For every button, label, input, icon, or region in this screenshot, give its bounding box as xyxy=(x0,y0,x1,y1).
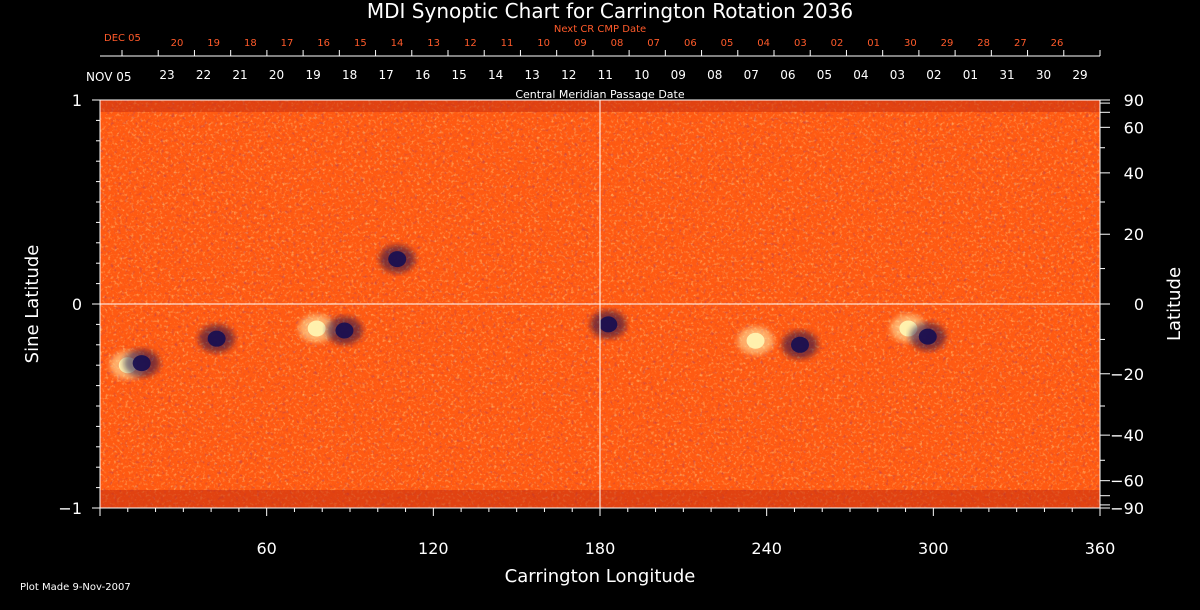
cmp-date-label: 15 xyxy=(452,68,467,82)
y-right-tick-label: −60 xyxy=(1110,472,1144,491)
next-cr-ticks: 20 19 18 17 16 15 14 13 12 11 10 09 08 07 06 05 04 03 02 01… xyxy=(121,38,1101,56)
y-right-tick-label: 0 xyxy=(1134,295,1144,314)
next-cr-date-label: 09 xyxy=(574,38,587,49)
next-cr-date-label: 30 xyxy=(904,38,917,49)
cmp-date-label: 03 xyxy=(890,68,905,82)
next-cr-date-label: 11 xyxy=(501,38,514,49)
negative-region-core xyxy=(132,355,151,372)
next-cr-date-label: 12 xyxy=(464,38,477,49)
next-cr-date-label: 14 xyxy=(391,38,404,49)
next-cr-date-label: 27 xyxy=(1014,38,1027,49)
next-cr-date-label: 16 xyxy=(317,38,330,49)
cmp-date-label: 21 xyxy=(232,68,247,82)
cmp-date-label: 22 xyxy=(196,68,211,82)
y-left-tick-label: 0 xyxy=(72,295,82,314)
negative-region-core xyxy=(791,336,809,353)
next-cr-date-label: 02 xyxy=(831,38,844,49)
x-tick-label: 360 xyxy=(1085,539,1116,558)
y-right-tick-label: 90 xyxy=(1124,91,1144,110)
cmp-date-label: 23 xyxy=(159,68,174,82)
y-right-tick-label: −40 xyxy=(1110,426,1144,445)
cmp-date-label: 13 xyxy=(525,68,540,82)
next-cr-date-label: 18 xyxy=(244,38,257,49)
negative-region-core xyxy=(388,251,407,268)
y-right-tick-label: −20 xyxy=(1110,365,1144,384)
next-cr-date-label: 08 xyxy=(611,38,624,49)
next-cr-date-label: 17 xyxy=(281,38,294,49)
cmp-date-label: 17 xyxy=(378,68,393,82)
next-cr-date-label: 19 xyxy=(207,38,220,49)
next-cr-date-label: 15 xyxy=(354,38,367,49)
x-tick-label: 240 xyxy=(751,539,782,558)
next-cr-date-label: 13 xyxy=(427,38,440,49)
cmp-date-label: 02 xyxy=(926,68,941,82)
negative-region-core xyxy=(335,322,354,339)
cmp-date-label: 18 xyxy=(342,68,357,82)
negative-region-core xyxy=(207,330,226,347)
x-axis: 60 120 180 240 300 360 xyxy=(99,508,1116,558)
next-cr-date-label: 04 xyxy=(757,38,770,49)
next-cr-date-label: 01 xyxy=(867,38,880,49)
next-cr-date-label: 26 xyxy=(1051,38,1064,49)
cmp-date-label: 04 xyxy=(853,68,868,82)
next-cr-axis-label: Next CR CMP Date xyxy=(554,24,646,35)
cmp-date-label: 30 xyxy=(1036,68,1051,82)
cmp-start-label: NOV 05 xyxy=(86,70,132,84)
y-right-tick-label: −90 xyxy=(1110,499,1144,518)
cmp-date-label: 07 xyxy=(744,68,759,82)
y-left-tick-label: −1 xyxy=(58,499,82,518)
chart-title: MDI Synoptic Chart for Carrington Rotati… xyxy=(367,0,853,23)
next-cr-date-label: 10 xyxy=(537,38,550,49)
next-cr-date-label: 07 xyxy=(647,38,660,49)
next-cr-date-label: 06 xyxy=(684,38,697,49)
cmp-date-label: 10 xyxy=(634,68,649,82)
cmp-date-label: 12 xyxy=(561,68,576,82)
cmp-date-labels: 23 22 21 20 19 18 17 16 15 14 13 12 11 10 09 08 07 06 05 04… xyxy=(159,68,1087,82)
next-cr-date-label: 05 xyxy=(721,38,734,49)
next-cr-date-label: 28 xyxy=(977,38,990,49)
y-axis-left-label: Sine Latitude xyxy=(22,245,43,364)
cmp-date-label: 29 xyxy=(1072,68,1087,82)
plot-made-note: Plot Made 9-Nov-2007 xyxy=(20,582,131,593)
next-cr-date-label: 20 xyxy=(171,38,184,49)
next-cr-date-label: 29 xyxy=(941,38,954,49)
x-axis-label: Carrington Longitude xyxy=(505,566,696,587)
cmp-date-label: 05 xyxy=(817,68,832,82)
active-regions xyxy=(109,245,946,380)
cmp-date-label: 19 xyxy=(305,68,320,82)
x-tick-label: 60 xyxy=(256,539,276,558)
y-left-tick-label: 1 xyxy=(72,91,82,110)
cmp-date-label: 06 xyxy=(780,68,795,82)
x-tick-label: 180 xyxy=(585,539,616,558)
negative-region-core xyxy=(599,316,618,333)
y-axis-left: 1 0 −1 xyxy=(58,91,100,518)
positive-region-core xyxy=(746,332,765,349)
x-tick-label: 120 xyxy=(418,539,449,558)
next-cr-date-label: 03 xyxy=(794,38,807,49)
cmp-date-label: 09 xyxy=(671,68,686,82)
cmp-date-label: 08 xyxy=(707,68,722,82)
y-right-tick-label: 60 xyxy=(1124,118,1144,137)
y-right-tick-label: 40 xyxy=(1124,164,1144,183)
cmp-date-label: 31 xyxy=(999,68,1014,82)
cmp-date-label: 01 xyxy=(963,68,978,82)
cmp-date-label: 20 xyxy=(269,68,284,82)
x-tick-label: 300 xyxy=(918,539,949,558)
cmp-axis-label: Central Meridian Passage Date xyxy=(515,88,684,101)
y-right-tick-label: 20 xyxy=(1124,225,1144,244)
next-cr-start-label: DEC 05 xyxy=(104,33,141,44)
cmp-date-label: 16 xyxy=(415,68,430,82)
cmp-date-label: 11 xyxy=(598,68,613,82)
y-axis-right-label: Latitude xyxy=(1164,267,1185,341)
cmp-date-label: 14 xyxy=(488,68,503,82)
y-axis-right: 90 60 40 20 0 −20 −40 −60 −90 xyxy=(1100,91,1144,518)
positive-region-core xyxy=(307,320,326,337)
negative-region-core xyxy=(918,328,937,345)
